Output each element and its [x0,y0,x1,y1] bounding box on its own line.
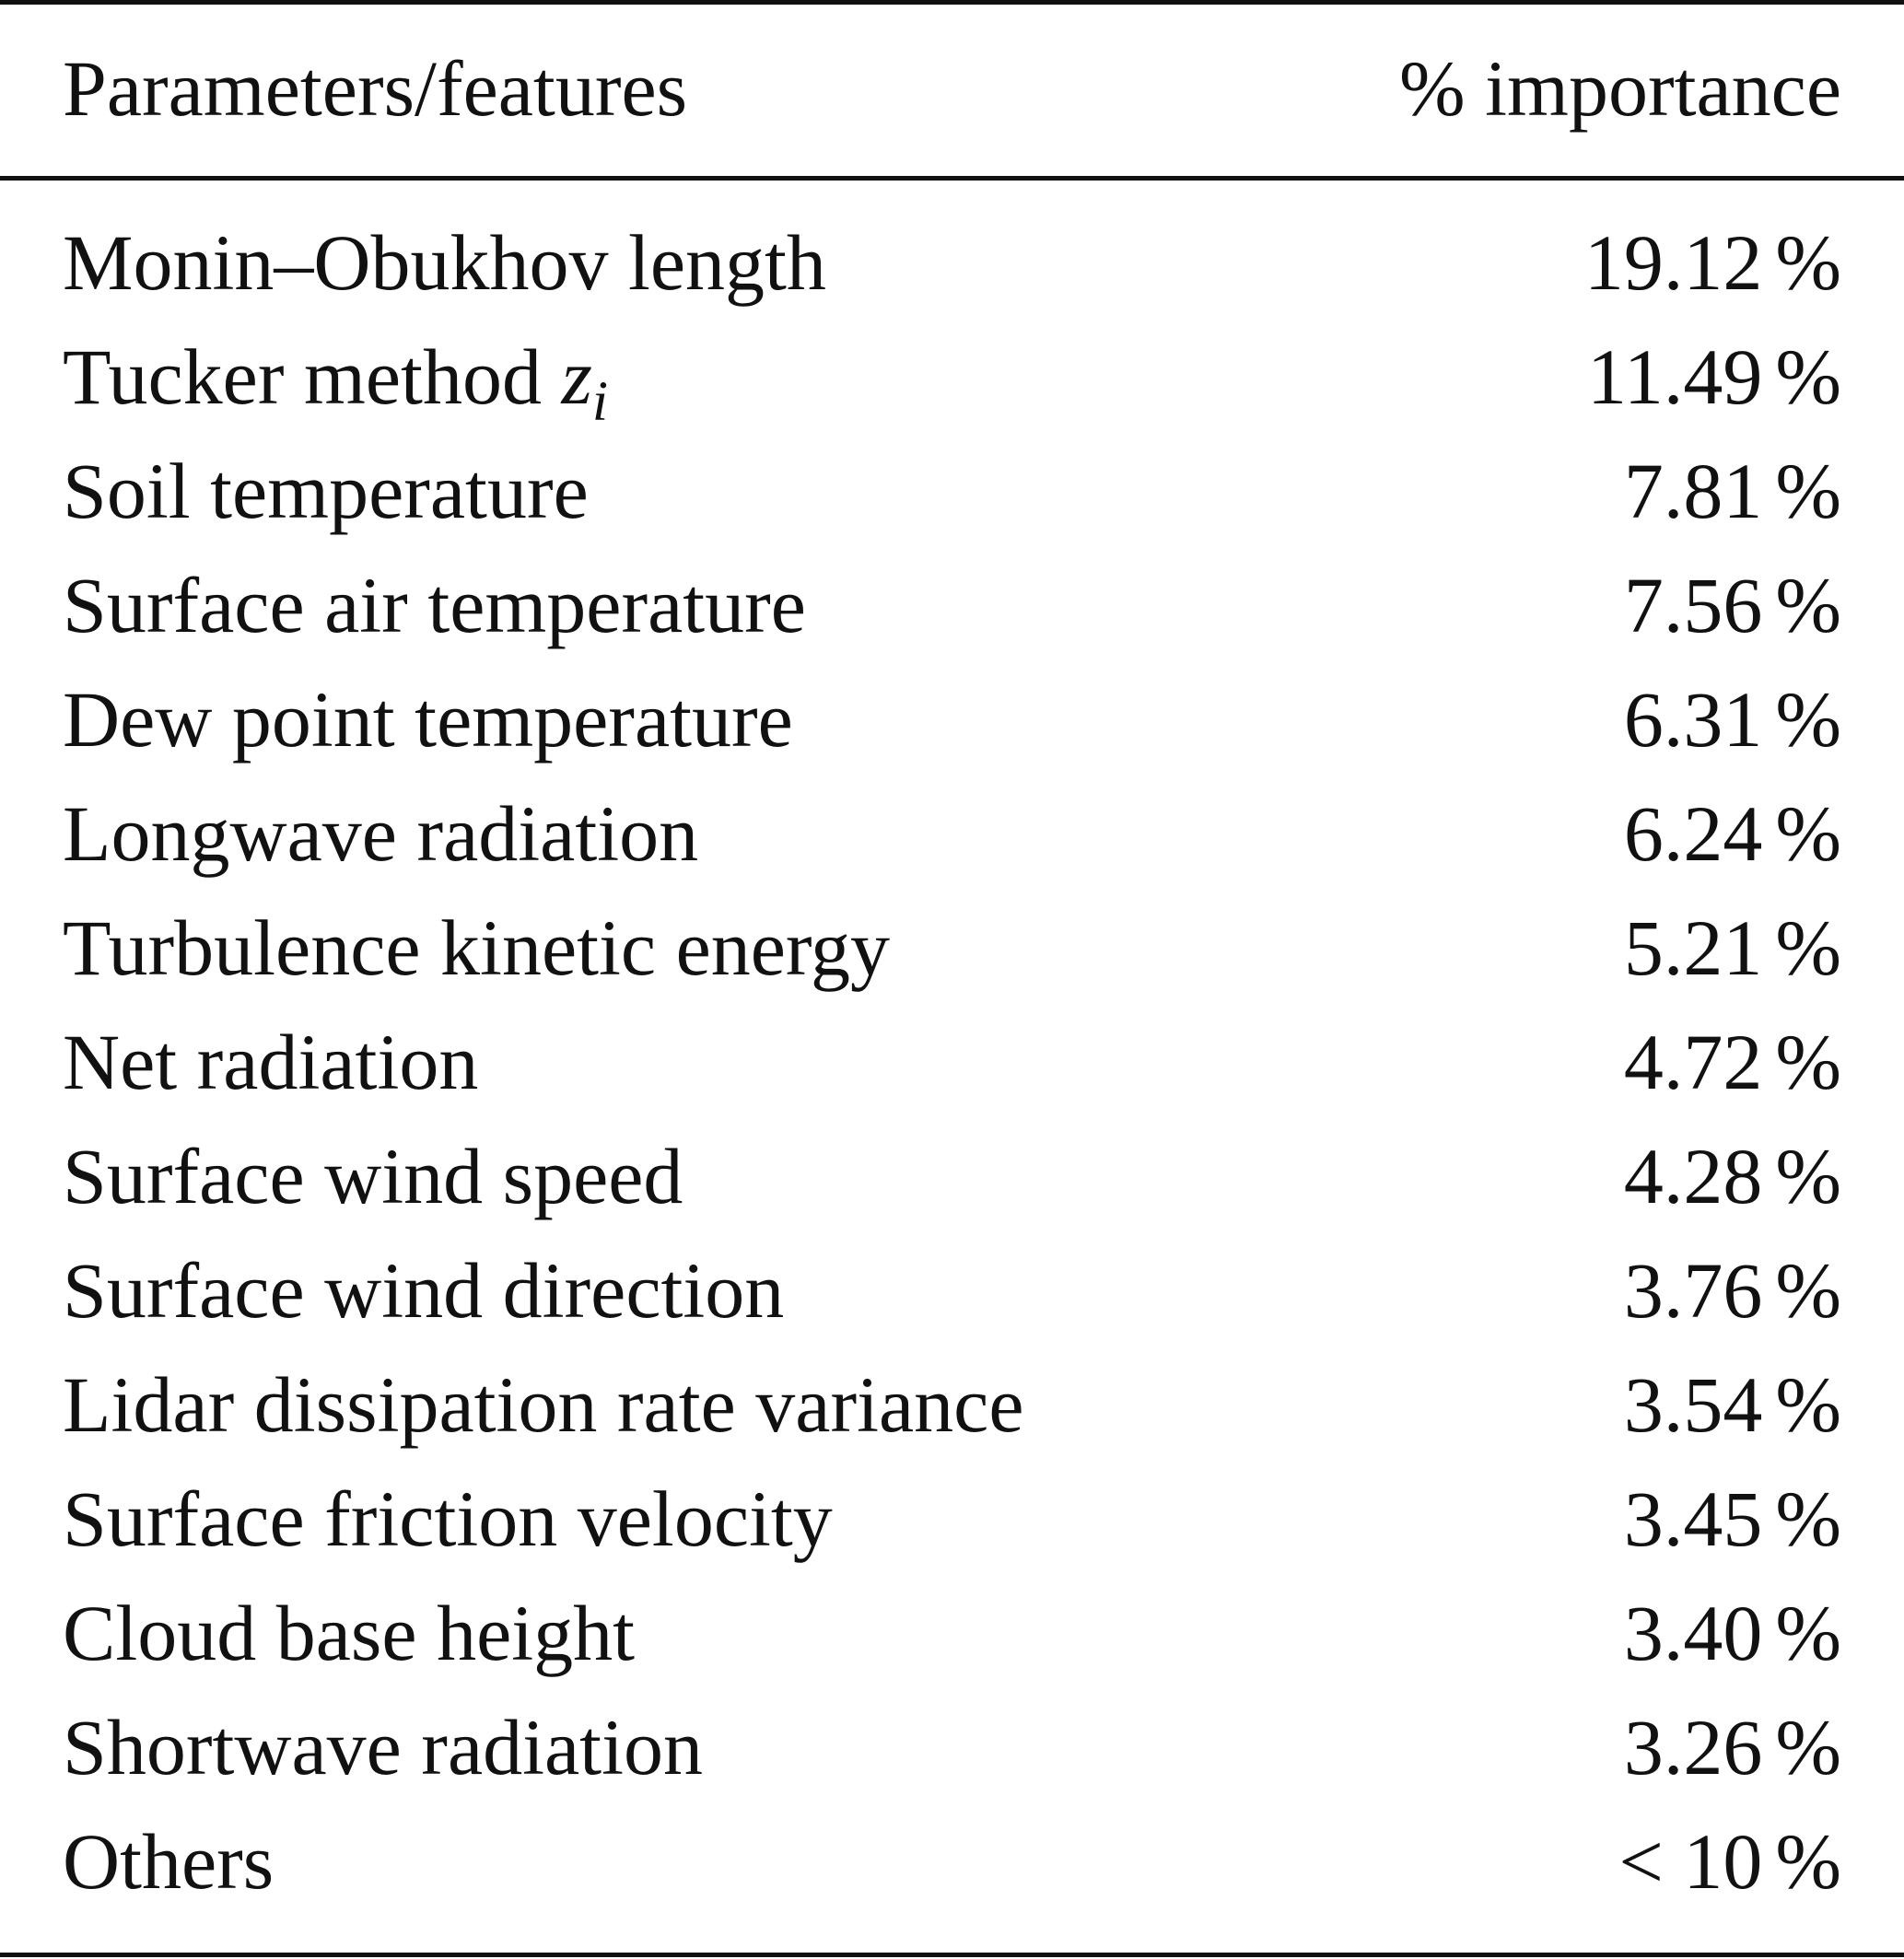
table-row: Monin–Obukhov length 19.12% [0,205,1904,320]
row-label: Net radiation [63,1018,479,1106]
row-value-number: 3.26 [1623,1703,1763,1791]
table-row: Surface air temperature 7.56% [0,548,1904,662]
math-symbol-zi: zi [561,332,608,429]
row-value: 3.26% [1624,1690,1841,1804]
row-value-unit: % [1775,1132,1841,1220]
row-value-unit: % [1775,1817,1841,1906]
row-value-number: 11.49 [1587,332,1763,421]
row-value-unit: % [1775,675,1841,764]
row-label: Shortwave radiation [63,1703,703,1791]
row-value-number: 19.12 [1583,218,1763,307]
row-label: Longwave radiation [63,789,699,878]
row-value-unit: % [1775,1703,1841,1791]
row-label: Dew point temperature [63,675,793,764]
row-value-number: 3.45 [1623,1475,1763,1563]
row-value: 4.28% [1624,1119,1841,1233]
header-importance: % importance [1399,44,1841,133]
table-row: Cloud base height 3.40% [0,1576,1904,1690]
row-value-number: 6.31 [1623,675,1763,764]
row-value: 3.76% [1624,1233,1841,1347]
row-value-number: 5.21 [1623,904,1763,992]
row-value-unit: % [1775,447,1841,535]
row-value: 7.81% [1624,434,1841,548]
table-row: Tucker method zi 11.49% [0,320,1904,434]
row-value-unit: % [1775,1018,1841,1106]
row-value: < 10% [1618,1804,1841,1918]
row-value-unit: % [1775,1246,1841,1335]
row-value-unit: % [1775,904,1841,992]
row-value-number: 4.72 [1623,1018,1763,1106]
table-row: Surface wind direction 3.76% [0,1233,1904,1347]
header-feature: Parameters/features [63,44,688,133]
table-row: Turbulence kinetic energy 5.21% [0,891,1904,1005]
bottom-rule [0,1953,1904,1957]
table-row: Soil temperature 7.81% [0,434,1904,548]
row-value: 4.72% [1624,1005,1841,1119]
table-row: Lidar dissipation rate variance 3.54% [0,1347,1904,1462]
row-value-unit: % [1775,1589,1841,1677]
row-value-unit: % [1775,332,1841,421]
row-label: Turbulence kinetic energy [63,904,891,992]
row-value-number: < 10 [1618,1817,1763,1906]
row-value-unit: % [1775,789,1841,878]
row-label: Surface friction velocity [63,1475,833,1563]
table-row: Net radiation 4.72% [0,1005,1904,1119]
row-value: 3.54% [1624,1347,1841,1462]
row-label: Others [63,1817,275,1906]
row-value-number: 7.56 [1623,561,1763,649]
row-value: 3.45% [1624,1462,1841,1576]
table-row: Dew point temperature 6.31% [0,662,1904,776]
row-value-number: 3.76 [1623,1246,1763,1335]
row-label: Surface air temperature [63,561,806,649]
row-label: Lidar dissipation rate variance [63,1360,1024,1449]
row-value-number: 3.40 [1623,1589,1763,1677]
row-value-number: 4.28 [1623,1132,1763,1220]
row-label: Monin–Obukhov length [63,218,826,307]
row-value: 3.40% [1624,1576,1841,1690]
row-value-unit: % [1775,218,1841,307]
header-row: Parameters/features % importance [0,31,1904,146]
table-row: Surface friction velocity 3.45% [0,1462,1904,1576]
row-value-number: 7.81 [1623,447,1763,535]
top-rule [0,0,1904,5]
row-label: Surface wind speed [63,1132,683,1220]
row-value: 7.56% [1624,548,1841,662]
table-row: Surface wind speed 4.28% [0,1119,1904,1233]
row-label-text: Tucker method [63,332,562,421]
table-row: Shortwave radiation 3.26% [0,1690,1904,1804]
table-row: Others < 10% [0,1804,1904,1918]
table-row: Longwave radiation 6.24% [0,776,1904,891]
row-label: Surface wind direction [63,1246,785,1335]
math-subscript: i [591,369,609,433]
row-value: 6.31% [1624,662,1841,776]
row-value: 11.49% [1587,320,1841,434]
header-rule [0,176,1904,181]
row-value-number: 3.54 [1623,1360,1763,1449]
row-value: 19.12% [1584,205,1841,320]
row-label: Cloud base height [63,1589,636,1677]
row-value: 6.24% [1624,776,1841,891]
row-value-unit: % [1775,1360,1841,1449]
row-label: Soil temperature [63,447,589,535]
row-label: Tucker method zi [63,320,608,434]
row-value: 5.21% [1624,891,1841,1005]
row-value-number: 6.24 [1623,789,1763,878]
math-base: z [561,332,592,421]
row-value-unit: % [1775,561,1841,649]
row-value-unit: % [1775,1475,1841,1563]
